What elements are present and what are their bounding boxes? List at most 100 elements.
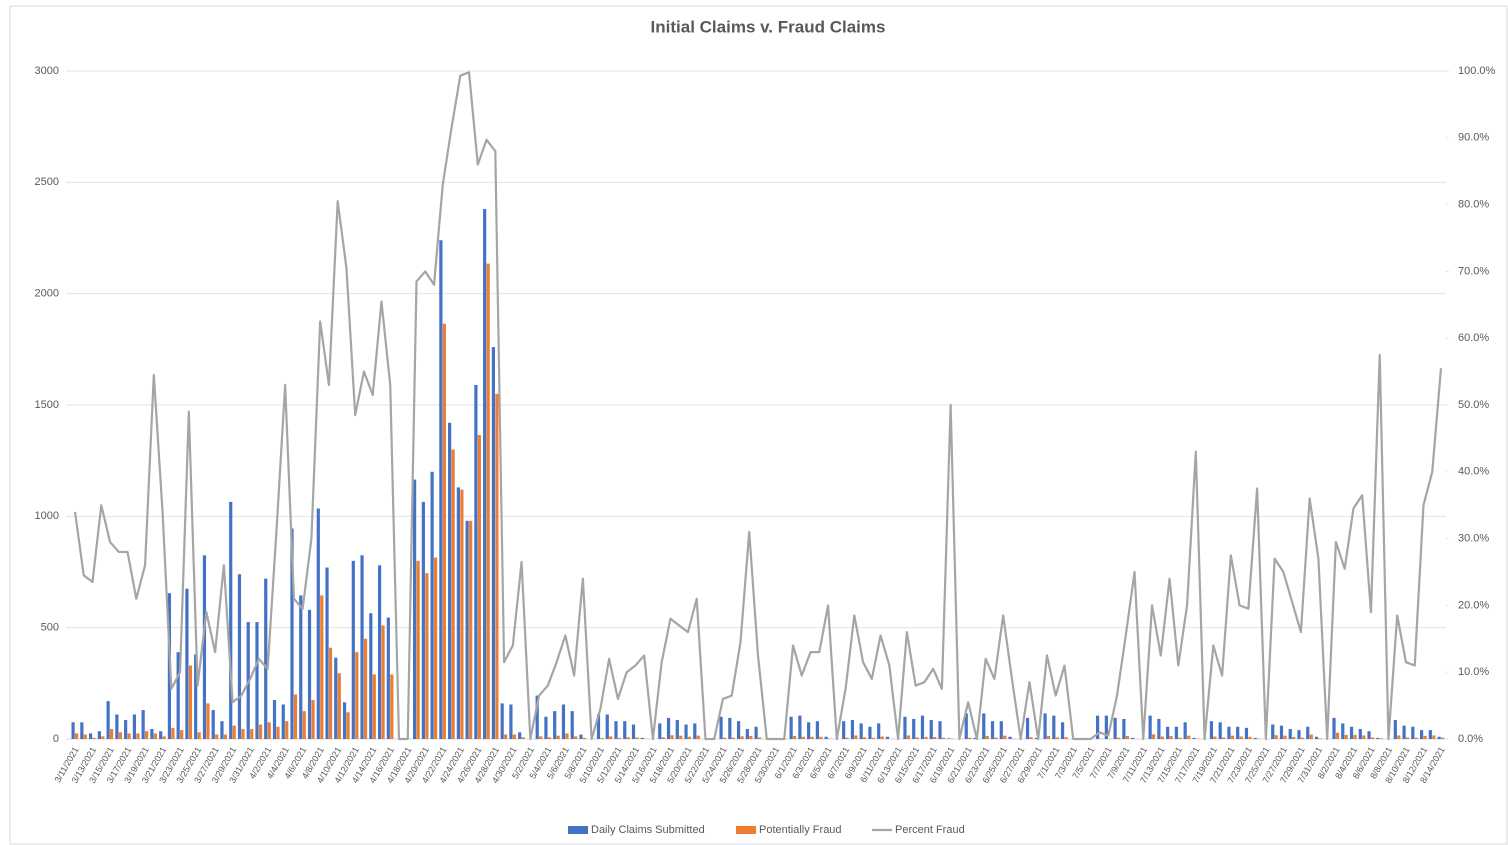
y2-tick-label: 50.0%: [1458, 399, 1489, 411]
bar: [386, 617, 390, 739]
bar: [83, 734, 87, 739]
bar: [250, 728, 254, 739]
bar: [1213, 736, 1217, 739]
bar: [1117, 737, 1121, 739]
legend-label: Daily Claims Submitted: [591, 824, 705, 836]
bar: [1432, 735, 1436, 739]
legend-swatch: [736, 826, 756, 834]
y-tick-label: 1500: [35, 399, 59, 411]
bar: [1344, 734, 1348, 739]
bar: [1166, 726, 1170, 739]
bar: [670, 735, 674, 739]
bar: [614, 721, 618, 739]
bar: [999, 721, 1003, 739]
bar: [938, 721, 942, 739]
bar: [448, 422, 452, 739]
bar: [687, 736, 692, 739]
bar: [1052, 715, 1056, 739]
bar: [434, 557, 438, 739]
bar: [719, 716, 723, 739]
bar: [285, 721, 289, 739]
bar: [71, 722, 75, 739]
bar: [1003, 735, 1007, 739]
bar: [346, 712, 350, 739]
bar: [819, 736, 823, 739]
bar: [518, 732, 522, 739]
bar: [220, 721, 224, 739]
bar: [1300, 737, 1305, 739]
bar: [451, 449, 455, 739]
bar: [815, 721, 819, 739]
bar: [75, 733, 79, 739]
bar: [854, 735, 858, 739]
bar: [924, 736, 928, 739]
bar: [325, 567, 329, 739]
bar: [430, 471, 434, 739]
bar: [824, 736, 828, 739]
bar: [1358, 728, 1362, 739]
bar: [241, 728, 245, 739]
bar: [596, 714, 601, 739]
bar: [626, 737, 630, 739]
y2-tick-label: 30.0%: [1458, 533, 1489, 545]
bar: [320, 595, 324, 739]
bar: [194, 654, 198, 739]
bar: [1008, 736, 1012, 739]
bar: [1236, 726, 1240, 739]
bar: [255, 622, 259, 739]
bar: [258, 724, 263, 739]
bar: [1060, 722, 1065, 739]
bar: [880, 736, 884, 739]
bar: [623, 721, 627, 739]
bar: [570, 711, 574, 739]
bar: [1064, 737, 1068, 739]
y-tick-label: 2500: [35, 176, 59, 188]
bar: [1222, 737, 1226, 739]
bar: [425, 573, 429, 739]
bar: [631, 724, 636, 739]
bar: [188, 665, 193, 739]
bar: [1122, 718, 1126, 739]
bar: [1034, 737, 1038, 739]
bar: [964, 713, 968, 739]
bar: [1248, 736, 1252, 739]
bar: [127, 733, 131, 739]
bar: [307, 609, 312, 739]
bar: [1125, 735, 1129, 739]
bar: [351, 560, 355, 739]
bar: [553, 711, 557, 739]
bar: [994, 737, 998, 739]
bar: [1370, 737, 1375, 739]
bar: [661, 737, 665, 739]
bar: [504, 734, 508, 739]
bar: [912, 718, 916, 739]
bar: [675, 720, 679, 739]
bar: [574, 736, 578, 739]
bar: [903, 716, 907, 739]
bar: [929, 720, 933, 739]
bar: [272, 700, 277, 739]
bar: [202, 555, 207, 739]
bar: [110, 728, 114, 739]
bar: [556, 735, 560, 739]
bar: [842, 721, 846, 739]
bar: [968, 737, 972, 739]
bar: [1148, 715, 1152, 739]
bar: [509, 704, 513, 739]
bar: [579, 734, 583, 739]
bar: [1253, 737, 1257, 739]
bar: [1025, 717, 1030, 739]
bar: [1297, 730, 1301, 739]
y-tick-label: 2000: [35, 288, 59, 300]
bar: [605, 714, 609, 739]
bar: [145, 731, 149, 739]
bar: [1029, 737, 1033, 739]
bar: [293, 694, 298, 739]
bar: [124, 720, 128, 739]
bar: [267, 722, 271, 739]
bar: [377, 565, 382, 739]
bar: [206, 703, 210, 739]
bar: [1157, 718, 1161, 739]
bar: [868, 726, 872, 739]
